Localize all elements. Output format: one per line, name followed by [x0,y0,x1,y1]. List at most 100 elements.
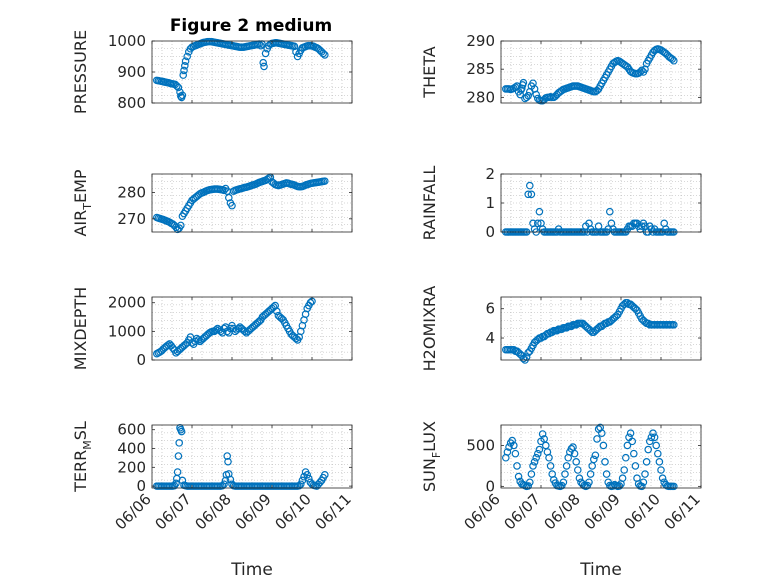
data-point [589,455,598,464]
data-point [599,441,608,450]
x-tick-label: 06/06 [112,490,155,533]
data-point [601,458,609,466]
x-tick-label: 06/10 [272,490,315,533]
data-point [642,458,651,466]
data-point [573,466,582,474]
data-point [647,433,656,442]
axes-box [500,296,702,361]
data-point [650,433,659,442]
data-point [657,466,665,474]
axes-box [151,296,353,361]
data-point [513,462,521,470]
data-point [545,453,553,462]
y-axis-label: H2OMIXRA [420,286,439,372]
data-point [220,186,228,195]
x-tick-label: 06/10 [621,490,664,533]
data-point [629,449,638,458]
data-point [652,441,661,450]
data-point [234,324,243,333]
data-point [172,223,180,232]
x-tick-label: 06/08 [192,490,235,533]
data-point [220,480,228,489]
data-point [260,62,268,71]
data-point [228,201,236,210]
data-point [649,429,657,437]
x-tick-label: 06/07 [152,490,195,533]
data-point [644,445,653,454]
data-point [658,474,667,482]
data-point [272,307,281,316]
data-point [224,457,232,466]
data-point [175,439,184,447]
subplot-2: 280 285 290 THETA [420,32,702,106]
data-point [669,482,678,491]
y-tick-label: 0 [485,477,495,495]
data-point [524,190,533,199]
data-point [562,462,571,470]
y-tick-label: 800 [117,94,146,112]
data-point [669,56,678,65]
y-tick-label: 290 [466,32,495,50]
data-point [304,474,313,483]
data-point [319,49,328,58]
y-axis-label: AIRTEMP [71,169,94,236]
data-point [631,462,640,470]
x-tick-label: 06/11 [661,490,704,533]
y-tick-label: 0 [136,477,146,495]
data-point [261,49,270,58]
data-point [177,427,186,436]
data-point [572,458,581,466]
data-point [524,482,533,490]
y-tick-label: 1000 [108,32,146,50]
data-point [570,449,579,458]
data-point [178,91,187,100]
data-point [533,219,542,228]
data-point [639,478,648,487]
y-tick-label: 2000 [108,294,146,312]
y-axis-label: PRESSURE [71,30,90,114]
axes-box [151,173,353,233]
data-point [628,437,637,446]
x-tick-label: 06/11 [312,490,355,533]
data-point [585,478,593,487]
data-point [527,470,536,478]
data-point [532,453,541,462]
y-tick-label: 500 [466,436,495,454]
subplot-5: 0 1000 2000 MIXDEPTH [71,287,353,370]
data-point [637,66,646,75]
data-point [529,462,537,470]
y-tick-label: 200 [117,458,146,476]
data-point [626,429,635,437]
data-point [586,470,595,478]
data-point [179,71,188,79]
data-point [522,93,531,102]
data-point [223,452,232,460]
x-tick-label: 06/08 [541,490,584,533]
y-tick-label: 285 [466,60,495,78]
data-point [668,55,677,63]
y-tick-label: 4 [485,329,495,347]
data-point [508,436,517,445]
y-tick-label: 0 [136,351,146,369]
data-point [535,207,544,216]
data-point [559,478,568,487]
data-point [296,480,305,489]
y-axis-label: SUNFLUX [420,421,443,492]
y-tick-label: 280 [466,88,495,106]
data-point [509,441,518,450]
subplot-3: 270 280 AIRTEMP [71,169,353,237]
data-point [593,435,601,443]
data-point [637,482,646,491]
y-axis-label: RAINFALL [420,166,439,241]
data-point [511,449,520,458]
data-point [256,41,265,50]
data-point [602,470,611,478]
y-axis-label: MIXDEPTH [71,287,90,370]
data-point [241,327,249,336]
data-point [530,458,539,466]
data-point [183,52,192,61]
y-tick-label: 6 [485,300,495,318]
y-tick-label: 270 [117,210,146,228]
